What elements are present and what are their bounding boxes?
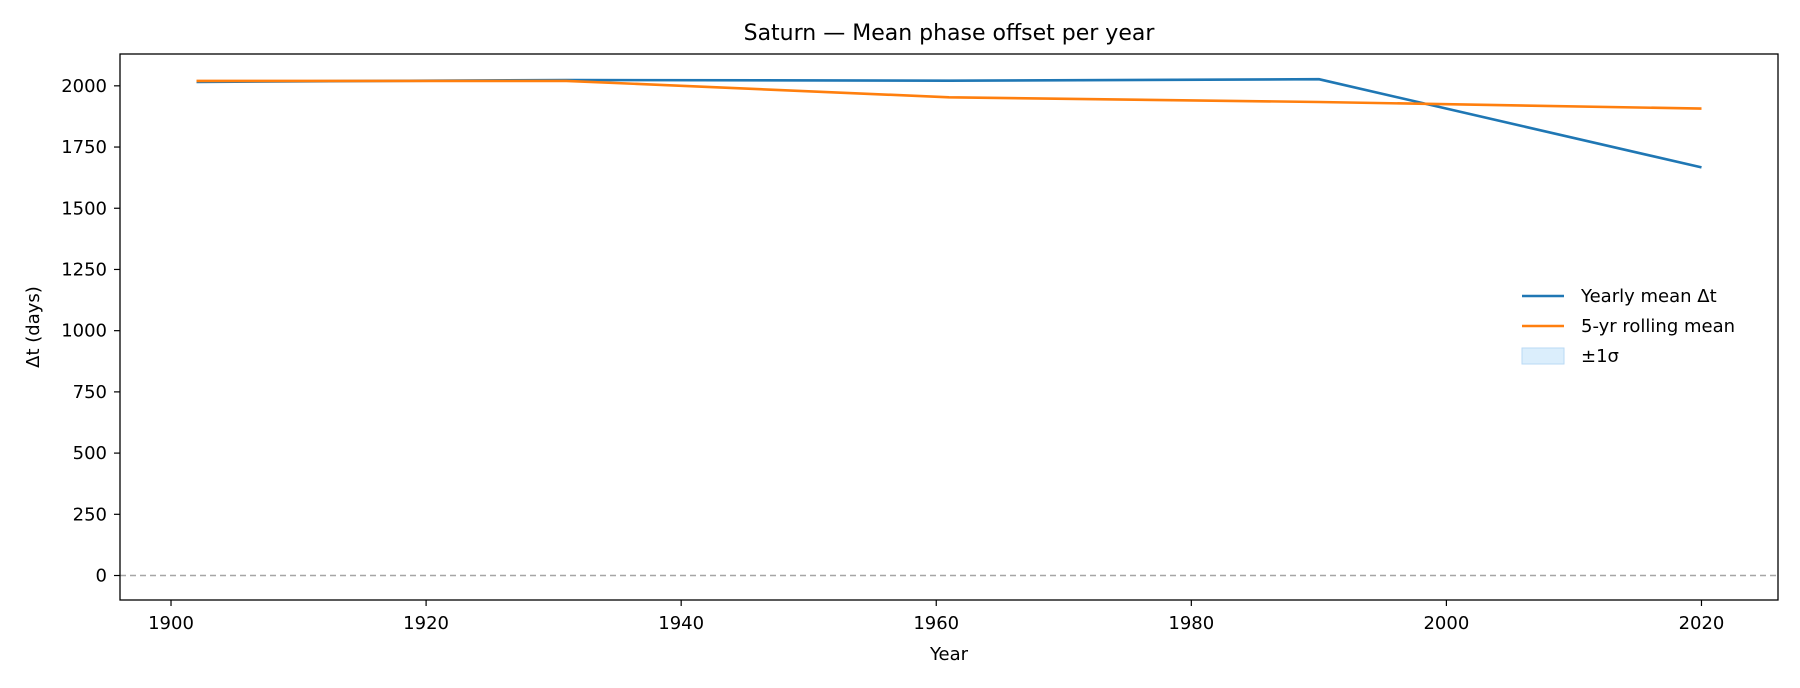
y-tick-label: 1750 bbox=[61, 137, 107, 158]
y-tick-label: 1500 bbox=[61, 198, 107, 219]
legend-label-band: ±1σ bbox=[1581, 346, 1619, 367]
series-line-1 bbox=[196, 79, 1702, 110]
y-tick-label: 750 bbox=[73, 382, 107, 403]
series-line-0 bbox=[196, 77, 1702, 169]
x-tick-label: 1940 bbox=[658, 613, 704, 634]
y-tick-label: 500 bbox=[73, 443, 107, 464]
y-tick-label: 250 bbox=[73, 504, 107, 525]
x-tick-label: 2020 bbox=[1679, 613, 1725, 634]
legend-label-1: 5-yr rolling mean bbox=[1581, 316, 1735, 337]
y-tick-label: 1250 bbox=[61, 259, 107, 280]
x-tick-label: 1960 bbox=[913, 613, 959, 634]
y-axis-title: Δt (days) bbox=[23, 286, 44, 368]
legend-swatch-band bbox=[1521, 347, 1565, 365]
chart-title: Saturn — Mean phase offset per year bbox=[744, 21, 1156, 46]
legend-label-0: Yearly mean Δt bbox=[1580, 286, 1717, 307]
y-tick-label: 1000 bbox=[61, 321, 107, 342]
x-tick-label: 2000 bbox=[1423, 613, 1469, 634]
plot-area: 1900 1920 1940 1960 1980 2000 2020 0 250 500 750 10… bbox=[61, 53, 1779, 634]
x-tick-label: 1920 bbox=[403, 613, 449, 634]
plot-frame bbox=[119, 53, 1779, 601]
y-tick-label: 2000 bbox=[61, 76, 107, 97]
legend: Yearly mean Δt 5-yr rolling mean ±1σ bbox=[1521, 286, 1735, 367]
x-tick-label: 1900 bbox=[148, 613, 194, 634]
x-tick-label: 1980 bbox=[1168, 613, 1214, 634]
y-tick-label: 0 bbox=[96, 566, 107, 587]
x-axis-title: Year bbox=[929, 644, 969, 665]
